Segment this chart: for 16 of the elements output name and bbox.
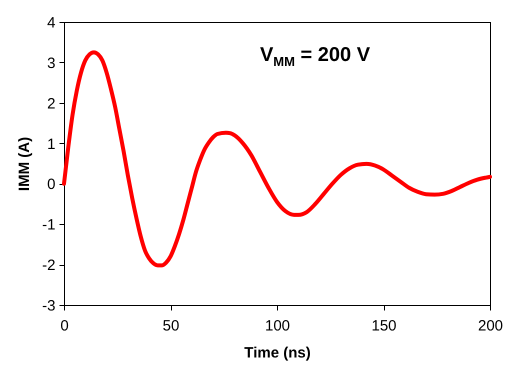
y-tick-label: -2 <box>42 257 56 274</box>
x-axis-title: Time (ns) <box>244 344 311 362</box>
x-tick-label: 100 <box>264 318 290 334</box>
x-tick-label: 150 <box>371 318 397 334</box>
y-tick-label: 3 <box>47 54 56 72</box>
y-tick-label: 4 <box>47 14 56 32</box>
annotation: V$_{MM}$ = 200 V <box>258 44 372 69</box>
y-tick-label: 1 <box>47 136 56 153</box>
x-tick-label: 200 <box>478 318 504 334</box>
y-tick-label: -3 <box>42 298 56 314</box>
y-tick-label: 0 <box>47 176 56 194</box>
x-tick-label: 0 <box>60 318 69 334</box>
x-tick-label: 50 <box>162 318 180 334</box>
y-tick-label: 2 <box>47 95 56 112</box>
y-tick-label: -1 <box>42 216 56 234</box>
y-axis-title: IMM (A) <box>16 136 34 192</box>
